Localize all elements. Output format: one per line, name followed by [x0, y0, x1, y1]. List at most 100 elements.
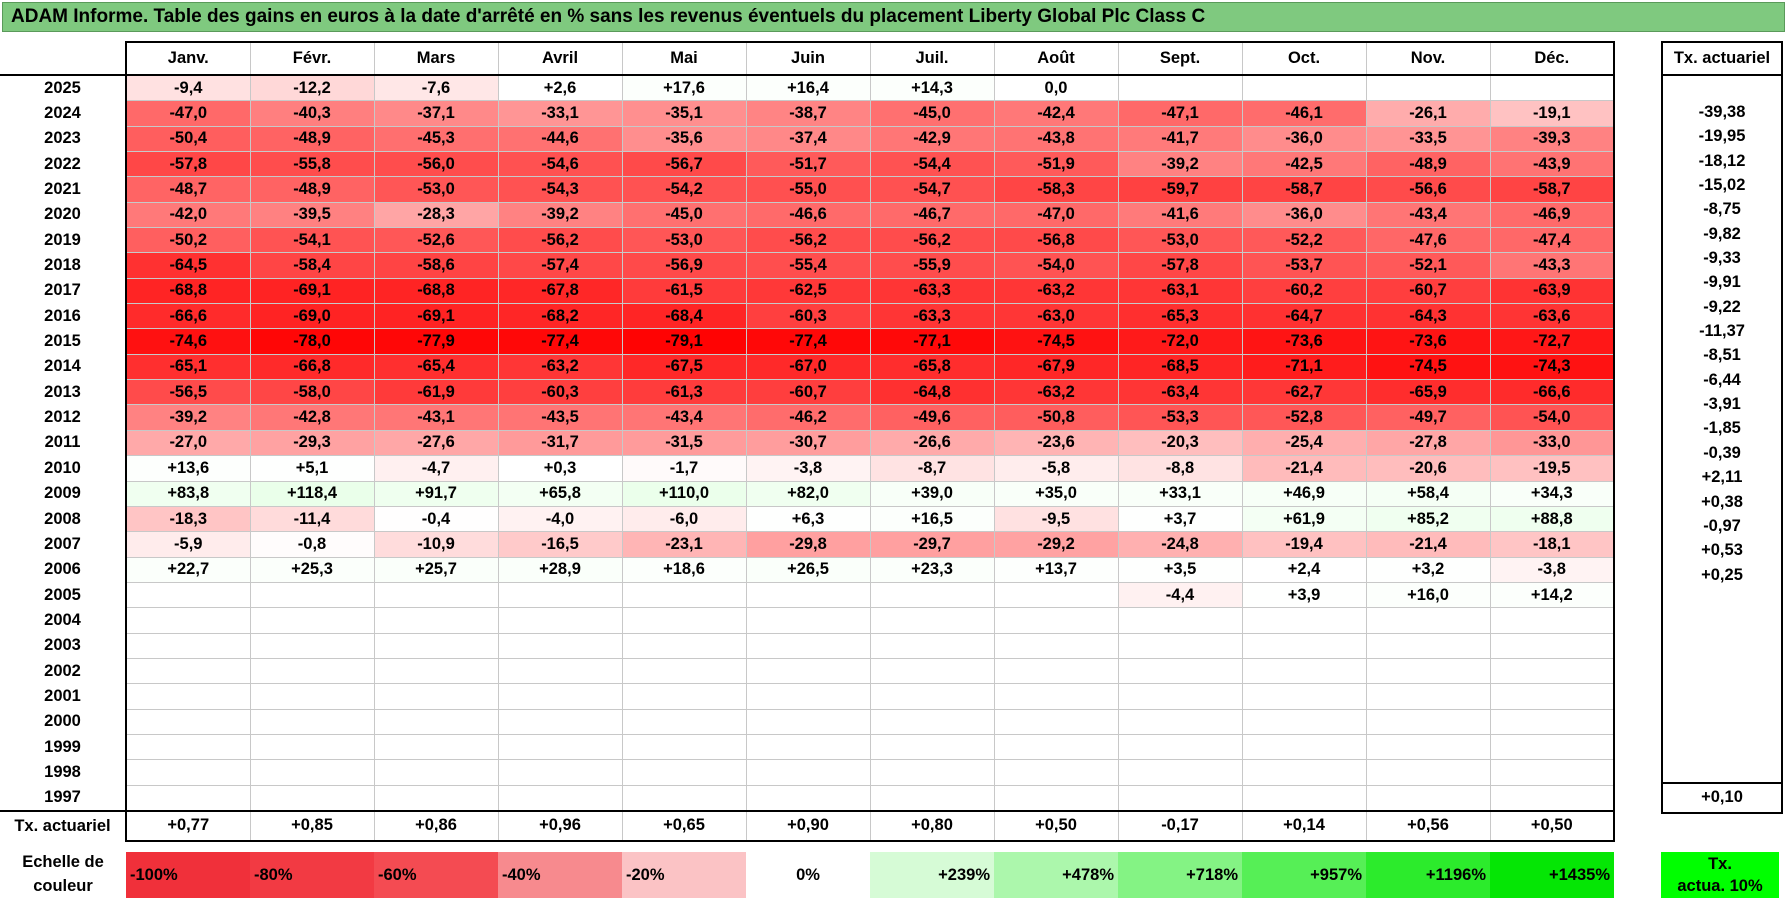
- gain-cell[interactable]: -67,5: [621, 353, 747, 381]
- gain-cell[interactable]: -67,0: [745, 353, 871, 381]
- gain-cell[interactable]: [1365, 74, 1491, 102]
- gain-cell[interactable]: -47,0: [125, 100, 251, 127]
- gain-cell[interactable]: [869, 607, 995, 634]
- gain-cell[interactable]: -42,4: [993, 100, 1119, 127]
- gain-cell[interactable]: -36,0: [1241, 125, 1367, 153]
- gain-cell[interactable]: -60,7: [1365, 277, 1491, 305]
- gain-cell[interactable]: -54,3: [497, 176, 623, 203]
- gain-cell[interactable]: [1117, 683, 1243, 710]
- gain-cell[interactable]: [869, 657, 995, 685]
- gain-cell[interactable]: [249, 632, 375, 659]
- gain-cell[interactable]: -21,4: [1365, 531, 1491, 558]
- gain-cell[interactable]: +83,8: [125, 480, 251, 507]
- gain-cell[interactable]: -78,0: [249, 328, 375, 355]
- gain-cell[interactable]: +25,7: [373, 556, 499, 583]
- gain-cell[interactable]: +33,1: [1117, 480, 1243, 507]
- gain-cell[interactable]: +6,3: [745, 505, 871, 533]
- gain-cell[interactable]: -52,8: [1241, 404, 1367, 431]
- gain-cell[interactable]: +13,6: [125, 455, 251, 482]
- gain-cell[interactable]: [1365, 733, 1491, 761]
- gain-cell[interactable]: -42,5: [1241, 151, 1367, 178]
- gain-cell[interactable]: -31,5: [621, 429, 747, 457]
- gain-cell[interactable]: +91,7: [373, 480, 499, 507]
- gain-cell[interactable]: +16,4: [745, 74, 871, 102]
- gain-cell[interactable]: -33,5: [1365, 125, 1491, 153]
- gain-cell[interactable]: -19,4: [1241, 531, 1367, 558]
- gain-cell[interactable]: +2,4: [1241, 556, 1367, 583]
- gain-cell[interactable]: -33,1: [497, 100, 623, 127]
- gain-cell[interactable]: -73,6: [1241, 328, 1367, 355]
- gain-cell[interactable]: -27,8: [1365, 429, 1491, 457]
- gain-cell[interactable]: -63,2: [497, 353, 623, 381]
- gain-cell[interactable]: -30,7: [745, 429, 871, 457]
- gain-cell[interactable]: [1365, 632, 1491, 659]
- gain-cell[interactable]: [497, 632, 623, 659]
- gain-cell[interactable]: -29,3: [249, 429, 375, 457]
- gain-cell[interactable]: -56,8: [993, 227, 1119, 254]
- gain-cell[interactable]: [1365, 708, 1491, 735]
- gain-cell[interactable]: [497, 759, 623, 786]
- gain-cell[interactable]: -69,0: [249, 303, 375, 330]
- gain-cell[interactable]: -63,2: [993, 379, 1119, 406]
- gain-cell[interactable]: [249, 657, 375, 685]
- gain-cell[interactable]: -39,2: [125, 404, 251, 431]
- gain-cell[interactable]: -61,9: [373, 379, 499, 406]
- gain-cell[interactable]: -65,4: [373, 353, 499, 381]
- gain-cell[interactable]: -42,9: [869, 125, 995, 153]
- gain-cell[interactable]: [125, 784, 251, 812]
- gain-cell[interactable]: -56,2: [869, 227, 995, 254]
- gain-cell[interactable]: -38,7: [745, 100, 871, 127]
- gain-cell[interactable]: -4,0: [497, 505, 623, 533]
- gain-cell[interactable]: -51,7: [745, 151, 871, 178]
- gain-cell[interactable]: -29,2: [993, 531, 1119, 558]
- gain-cell[interactable]: -67,9: [993, 353, 1119, 381]
- gain-cell[interactable]: -55,0: [745, 176, 871, 203]
- gain-cell[interactable]: -4,7: [373, 455, 499, 482]
- gain-cell[interactable]: [249, 784, 375, 812]
- gain-cell[interactable]: -72,0: [1117, 328, 1243, 355]
- gain-cell[interactable]: -11,4: [249, 505, 375, 533]
- gain-cell[interactable]: -60,3: [745, 303, 871, 330]
- gain-cell[interactable]: +34,3: [1489, 480, 1615, 507]
- gain-cell[interactable]: -55,9: [869, 252, 995, 279]
- gain-cell[interactable]: -26,1: [1365, 100, 1491, 127]
- gain-cell[interactable]: [993, 657, 1119, 685]
- gain-cell[interactable]: -63,2: [993, 277, 1119, 305]
- gain-cell[interactable]: -29,8: [745, 531, 871, 558]
- gain-cell[interactable]: -46,9: [1489, 201, 1615, 229]
- gain-cell[interactable]: -39,2: [497, 201, 623, 229]
- gain-cell[interactable]: [125, 733, 251, 761]
- gain-cell[interactable]: -39,5: [249, 201, 375, 229]
- gain-cell[interactable]: -56,7: [621, 151, 747, 178]
- gain-cell[interactable]: +18,6: [621, 556, 747, 583]
- gain-cell[interactable]: [869, 632, 995, 659]
- gain-cell[interactable]: +65,8: [497, 480, 623, 507]
- gain-cell[interactable]: [745, 733, 871, 761]
- gain-cell[interactable]: -43,9: [1489, 151, 1615, 178]
- gain-cell[interactable]: [1241, 657, 1367, 685]
- gain-cell[interactable]: [373, 607, 499, 634]
- gain-cell[interactable]: -77,4: [497, 328, 623, 355]
- gain-cell[interactable]: -79,1: [621, 328, 747, 355]
- gain-cell[interactable]: -5,8: [993, 455, 1119, 482]
- gain-cell[interactable]: [1241, 784, 1367, 812]
- gain-cell[interactable]: -3,8: [745, 455, 871, 482]
- gain-cell[interactable]: -42,8: [249, 404, 375, 431]
- gain-cell[interactable]: +3,2: [1365, 556, 1491, 583]
- gain-cell[interactable]: -64,5: [125, 252, 251, 279]
- gain-cell[interactable]: -56,6: [1365, 176, 1491, 203]
- gain-cell[interactable]: -43,8: [993, 125, 1119, 153]
- gain-cell[interactable]: -45,0: [869, 100, 995, 127]
- gain-cell[interactable]: -48,9: [249, 176, 375, 203]
- gain-cell[interactable]: -66,6: [125, 303, 251, 330]
- gain-cell[interactable]: -47,4: [1489, 227, 1615, 254]
- gain-cell[interactable]: -77,1: [869, 328, 995, 355]
- gain-cell[interactable]: [125, 683, 251, 710]
- gain-cell[interactable]: -3,8: [1489, 556, 1615, 583]
- gain-cell[interactable]: -39,3: [1489, 125, 1615, 153]
- gain-cell[interactable]: [373, 759, 499, 786]
- gain-cell[interactable]: -67,8: [497, 277, 623, 305]
- gain-cell[interactable]: -20,6: [1365, 455, 1491, 482]
- gain-cell[interactable]: -58,7: [1241, 176, 1367, 203]
- gain-cell[interactable]: [1365, 759, 1491, 786]
